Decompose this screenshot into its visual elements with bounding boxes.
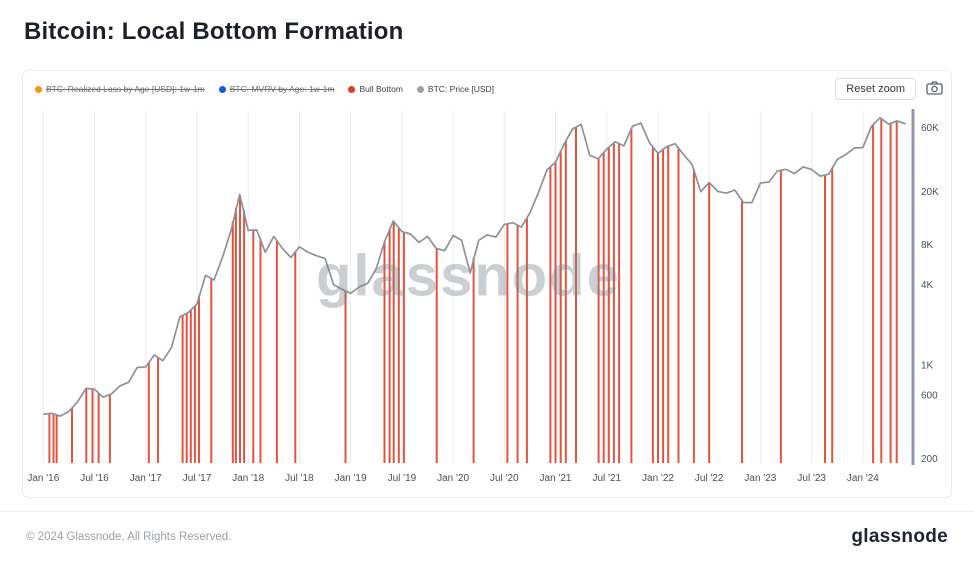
legend-dot-icon: [348, 85, 356, 93]
svg-text:60K: 60K: [921, 123, 939, 134]
svg-text:Jul '16: Jul '16: [80, 473, 109, 484]
svg-text:20K: 20K: [921, 187, 939, 198]
svg-text:Jul '19: Jul '19: [388, 473, 417, 484]
legend-label: BTC: Price [USD]: [427, 84, 495, 94]
svg-text:4K: 4K: [921, 280, 934, 291]
svg-text:Jan '18: Jan '18: [232, 473, 264, 484]
svg-text:Jan '24: Jan '24: [847, 473, 879, 484]
legend-label: Bull Bottom: [359, 84, 403, 94]
svg-text:Jan '20: Jan '20: [437, 473, 469, 484]
toolbar-right: Reset zoom: [835, 78, 943, 100]
gridlines: [42, 111, 864, 463]
svg-text:Jan '19: Jan '19: [335, 473, 367, 484]
svg-text:Jan '16: Jan '16: [27, 473, 59, 484]
legend-label: BTC: MVRV by Age: 1w-1m: [229, 84, 335, 94]
legend-dot-icon: [416, 85, 424, 93]
legend-dot-icon: [218, 85, 226, 93]
svg-text:1K: 1K: [921, 361, 934, 372]
bull-bottom-bars: [48, 118, 898, 463]
x-axis-labels: Jan '16 Jul '16 Jan '17 Jul '17 Jan '18 Jul '…: [27, 473, 879, 484]
chart-toolbar: BTC: Realized Loss by Age [USD]: 1w-1m BT…: [31, 76, 943, 102]
svg-text:Jul '21: Jul '21: [593, 473, 622, 484]
svg-text:Jul '18: Jul '18: [285, 473, 314, 484]
camera-icon: [926, 80, 943, 98]
price-line: [43, 116, 906, 417]
plot-area: 60K 20K 8K 4K 1K 600 200 Jan '16 Jul '16 Jan '17 J…: [23, 103, 951, 497]
chart-panel: BTC: Realized Loss by Age [USD]: 1w-1m BT…: [22, 70, 952, 498]
svg-text:Jan '23: Jan '23: [744, 473, 776, 484]
legend-item[interactable]: BTC: Realized Loss by Age [USD]: 1w-1m: [35, 84, 205, 94]
copyright-text: © 2024 Glassnode, All Rights Reserved.: [26, 530, 232, 543]
camera-button[interactable]: [926, 80, 943, 98]
legend-label: BTC: Realized Loss by Age [USD]: 1w-1m: [46, 84, 205, 94]
legend-item[interactable]: BTC: Price [USD]: [416, 84, 495, 94]
y-axis-labels: 60K 20K 8K 4K 1K 600 200: [921, 123, 939, 465]
svg-text:600: 600: [921, 390, 938, 401]
svg-text:8K: 8K: [921, 240, 934, 251]
svg-text:Jul '22: Jul '22: [695, 473, 724, 484]
glassnode-logo: glassnode: [851, 525, 948, 547]
legend-dot-icon: [35, 85, 42, 93]
svg-text:Jul '23: Jul '23: [797, 473, 826, 484]
reset-zoom-button[interactable]: Reset zoom: [835, 78, 916, 100]
chart-legend: BTC: Realized Loss by Age [USD]: 1w-1m BT…: [31, 84, 494, 94]
svg-text:200: 200: [921, 454, 938, 465]
legend-item[interactable]: BTC: MVRV by Age: 1w-1m: [218, 84, 335, 94]
footer: © 2024 Glassnode, All Rights Reserved. g…: [0, 511, 974, 561]
page-title: Bitcoin: Local Bottom Formation: [24, 18, 404, 45]
svg-text:Jul '20: Jul '20: [490, 473, 519, 484]
svg-text:Jul '17: Jul '17: [183, 473, 212, 484]
svg-text:Jan '17: Jan '17: [130, 473, 162, 484]
legend-item[interactable]: Bull Bottom: [348, 84, 403, 94]
svg-text:Jan '21: Jan '21: [540, 473, 572, 484]
svg-text:Jan '22: Jan '22: [642, 473, 674, 484]
